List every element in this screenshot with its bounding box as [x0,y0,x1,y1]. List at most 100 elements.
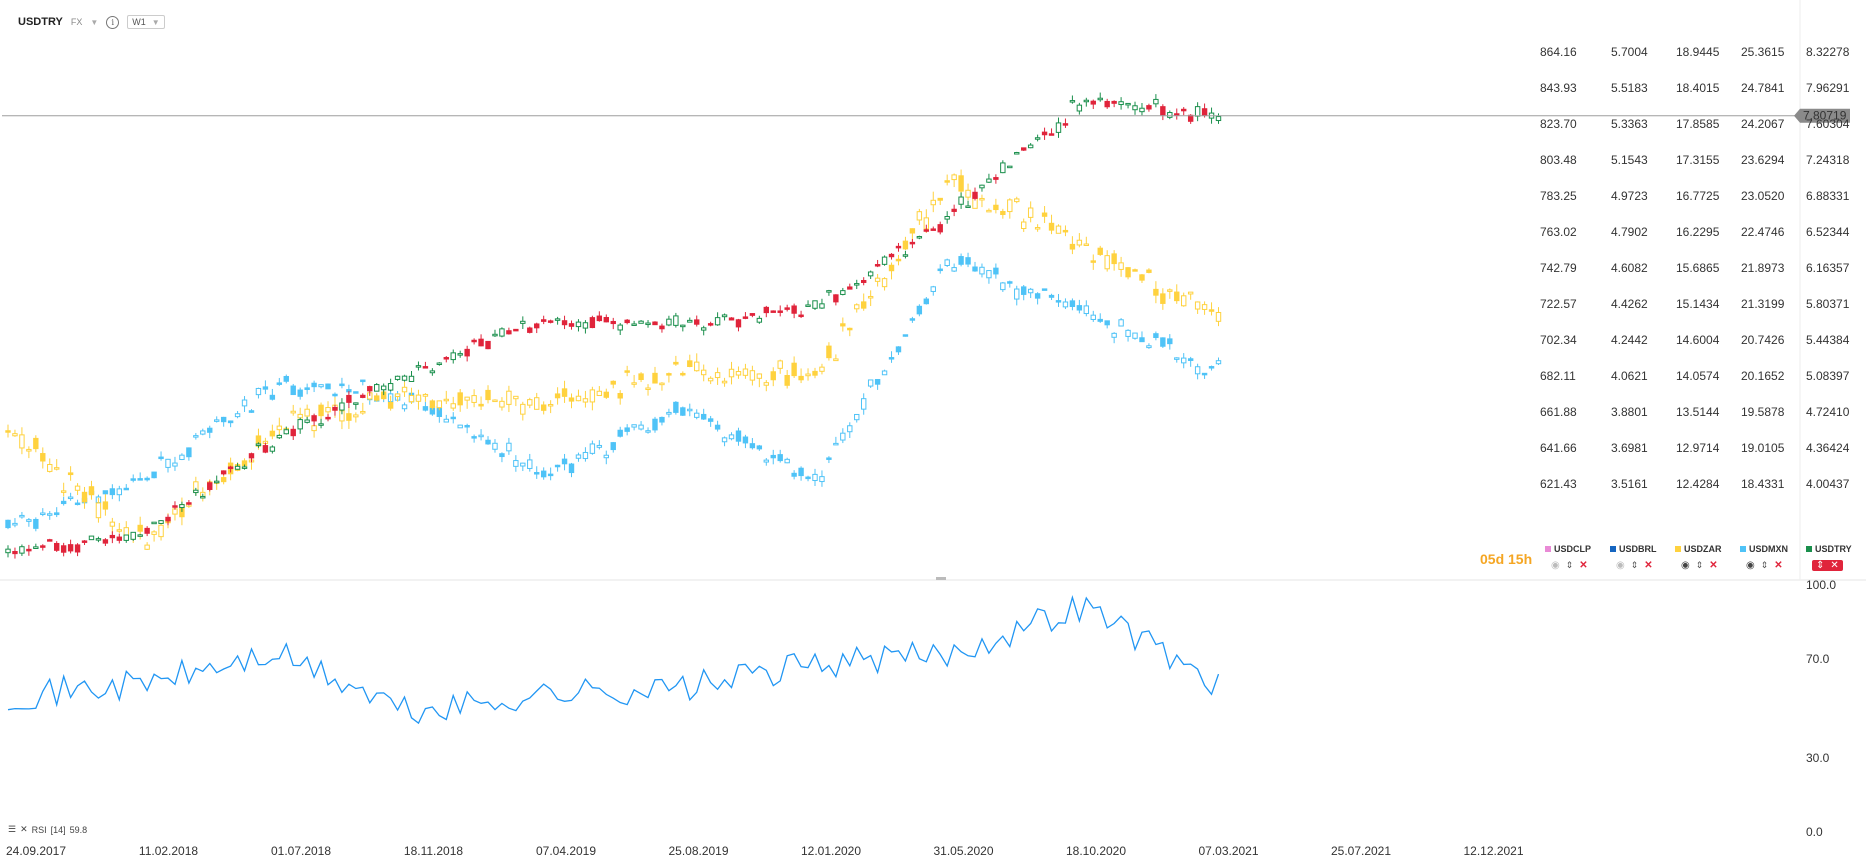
usdtry-candle [721,314,728,318]
usdzar-candle [812,370,818,376]
usdmxn-candle [638,424,644,430]
usdmxn-candle [332,393,338,397]
usdtry-candle [666,318,672,326]
active-series-controls[interactable]: ⇕ ✕ [1812,560,1843,571]
usdtry-candle [290,428,296,437]
reorder-icon[interactable]: ⇕ [1630,560,1639,570]
usdzar-candle [840,323,846,327]
usdtry-candle [255,443,262,446]
close-icon[interactable]: ✕ [1830,560,1839,571]
price-scale-usdzar-tick: 16.2295 [1676,225,1720,239]
candle-style-icon[interactable]: ⇕ [1816,560,1825,571]
legend-item-usdtry[interactable]: USDTRY [1806,544,1852,554]
close-icon[interactable]: ✕ [1579,560,1588,571]
usdzar-candle [610,380,616,385]
reorder-icon[interactable]: ⇕ [1760,560,1769,570]
usdmxn-candle [1090,314,1096,320]
usdtry-candle [1104,100,1110,108]
usdmxn-candle [144,477,150,481]
usdzar-candle [26,448,32,452]
usdtry-candle [694,319,700,325]
eye-icon[interactable]: ◉ [1551,560,1560,571]
usdzar-candle [694,361,700,372]
usdtry-candle [47,539,53,542]
usdmxn-candle [248,410,255,413]
close-icon[interactable]: ✕ [20,824,28,834]
usdmxn-candle [151,471,157,479]
usdtry-candle [429,370,436,374]
usdmxn-candle [958,256,964,265]
legend-item-usdmxn[interactable]: USDMXN [1740,544,1788,554]
usdmxn-candle [847,425,853,433]
usdtry-candle [1034,137,1041,140]
eye-icon[interactable]: ◉ [1746,560,1755,571]
usdzar-candle [74,485,81,491]
usdtry-candle [443,357,449,360]
usdmxn-candle [193,435,199,438]
usdtry-candle [332,407,338,411]
timeframe-select[interactable]: W1 ▼ [127,15,165,29]
usdmxn-candle [123,487,129,491]
usdmxn-candle [241,399,248,407]
usdmxn-candle [909,318,916,321]
usdmxn-candle [1132,332,1138,339]
usdtry-candle [1194,106,1201,117]
usdtry-candle [534,323,540,329]
usdmxn-candle [360,379,366,383]
chevron-down-icon[interactable]: ▼ [90,17,99,27]
usdmxn-candle [972,266,978,272]
usdmxn-candle [805,476,811,480]
legend-item-usdbrl[interactable]: USDBRL [1610,544,1657,554]
eye-icon[interactable]: ◉ [1681,560,1690,571]
usdmxn-candle [464,425,470,428]
resize-handle [936,577,946,580]
usdtry-candle [151,521,157,525]
close-icon[interactable]: ✕ [1709,560,1718,571]
usdmxn-candle [40,512,46,515]
price-scale-usdbrl-tick: 4.9723 [1611,189,1648,203]
usdtry-candle [513,328,519,332]
usdmxn-candle [540,470,547,478]
usdtry-candle [589,317,596,329]
usdzar-candle [1048,222,1055,231]
usdzar-candle [728,368,735,378]
price-scale-usdzar-tick: 14.0574 [1676,369,1720,383]
legend-item-usdclp[interactable]: USDCLP [1545,544,1591,554]
list-icon[interactable]: ☰ [8,824,17,834]
usdtry-candle [102,539,109,544]
close-icon[interactable]: ✕ [1644,560,1653,571]
usdzar-candle [1055,225,1062,234]
reorder-icon[interactable]: ⇕ [1695,560,1704,570]
close-icon[interactable]: ✕ [1774,560,1783,571]
x-axis-tick: 25.07.2021 [1331,844,1391,858]
usdtry-candle [986,178,992,183]
usdmxn-candle [888,357,895,360]
usdtry-candle [186,502,192,505]
price-scale-usdmxn-tick: 21.8973 [1741,261,1785,275]
usdtry-candle [965,205,971,208]
symbol-label[interactable]: USDTRY [18,16,63,28]
legend-label: USDTRY [1815,544,1852,554]
usdtry-candle [26,548,32,552]
usdtry-candle [297,419,303,430]
legend-item-usdzar[interactable]: USDZAR [1675,544,1722,554]
usdtry-candle [624,319,630,324]
usdtry-candle [450,352,456,361]
usdtry-candle [109,534,116,539]
usdmxn-candle [1167,338,1173,345]
chevron-down-icon: ▼ [151,17,160,27]
price-scale-usdmxn-tick: 18.4331 [1741,477,1785,491]
candle-countdown: 05d 15h [1480,551,1533,567]
usdmxn-candle [965,257,971,265]
usdtry-candle [847,286,853,290]
info-icon[interactable]: i [106,15,120,29]
eye-icon[interactable]: ◉ [1616,560,1625,571]
usdtry-candle [575,321,582,328]
reorder-icon[interactable]: ⇕ [1565,560,1574,570]
usdzar-candle [220,477,227,483]
usdzar-candle [19,434,25,449]
usdzar-candle [958,175,964,192]
usdmxn-candle [47,513,53,516]
usdmxn-candle [930,286,936,292]
